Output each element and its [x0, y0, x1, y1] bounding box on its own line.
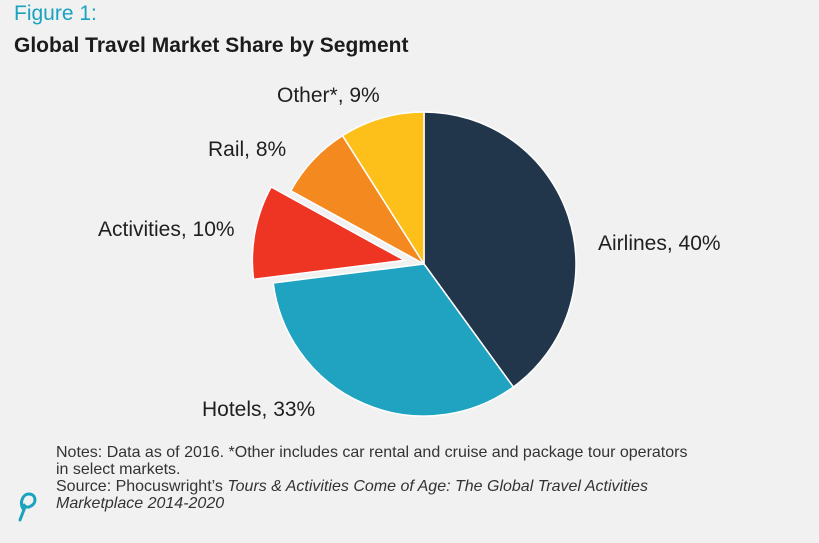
figure-label: Figure 1: [14, 2, 97, 25]
pie-slice-activities [251, 186, 407, 281]
phocuswright-p-logo-icon [18, 492, 37, 522]
pie-label-airlines: Airlines, 40% [598, 232, 721, 255]
pie-label-other: Other*, 9% [277, 84, 380, 107]
source-title-1: Tours & Activities Come of Age: The Glob… [227, 478, 648, 495]
notes-line-1: Notes: Data as of 2016. *Other includes … [56, 444, 688, 461]
pie-labels: Airlines, 40% Hotels, 33% Activities, 10% R… [98, 84, 721, 421]
pie-label-activities: Activities, 10% [98, 218, 235, 241]
pie-chart: Airlines, 40% Hotels, 33% Activities, 10% R… [98, 84, 721, 421]
pie-slices [251, 111, 577, 417]
pie-slice-airlines [423, 111, 577, 389]
source-title-2: Marketplace 2014-2020 [56, 495, 225, 512]
chart-title: Global Travel Market Share by Segment [14, 34, 409, 57]
pie-label-rail: Rail, 8% [208, 138, 286, 161]
notes-line-2: in select markets. [56, 461, 181, 478]
pie-slice-hotels [272, 263, 515, 417]
source-prefix: Source: Phocuswright’s [56, 478, 228, 495]
pie-label-hotels: Hotels, 33% [202, 398, 315, 421]
pie-slice-other [341, 111, 425, 267]
chart-notes: Notes: Data as of 2016. *Other includes … [56, 444, 776, 512]
source-line-1: Source: Phocuswright’s Tours & Activitie… [56, 478, 776, 495]
